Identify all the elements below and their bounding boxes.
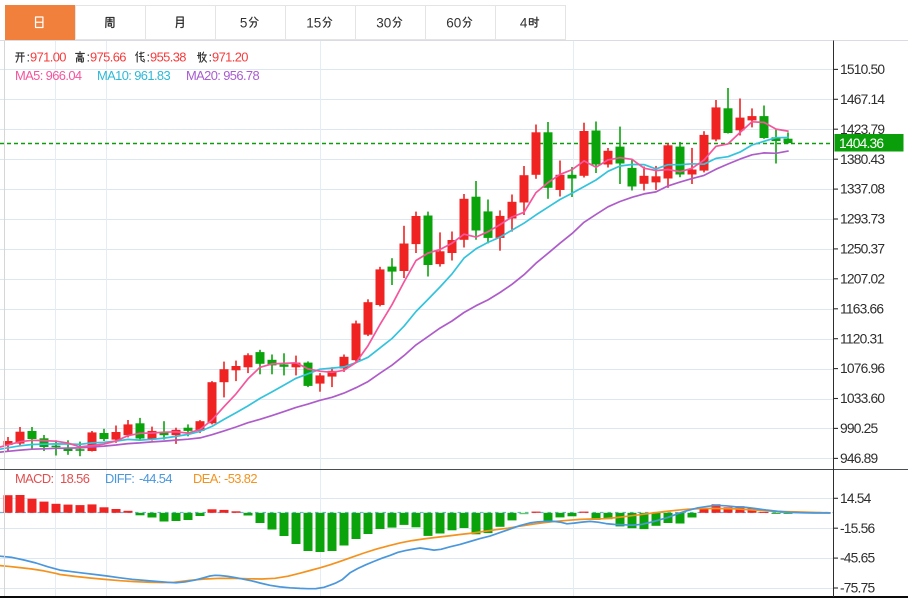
svg-text:MACD:: MACD: <box>15 471 54 486</box>
svg-text:1163.66: 1163.66 <box>840 301 884 316</box>
svg-text:1337.08: 1337.08 <box>840 182 885 197</box>
svg-text:MA10: 961.83: MA10: 961.83 <box>97 68 170 83</box>
svg-text::: : <box>27 50 30 65</box>
svg-text:-75.75: -75.75 <box>840 581 875 596</box>
svg-text:5: 5 <box>240 16 248 31</box>
svg-text:14.54: 14.54 <box>840 491 872 506</box>
svg-text:-44.54: -44.54 <box>139 471 172 486</box>
svg-text::: : <box>147 50 150 65</box>
svg-text::: : <box>209 50 212 65</box>
svg-text:946.89: 946.89 <box>840 451 879 466</box>
svg-text:1293.73: 1293.73 <box>840 212 885 227</box>
svg-text:DIFF:: DIFF: <box>105 471 134 486</box>
svg-text:1423.79: 1423.79 <box>840 122 885 137</box>
svg-text:-15.56: -15.56 <box>840 521 875 536</box>
svg-text:1207.02: 1207.02 <box>840 271 884 286</box>
svg-text:4: 4 <box>520 16 528 31</box>
svg-text:DEA:: DEA: <box>193 471 221 486</box>
svg-text:975.66: 975.66 <box>90 50 126 65</box>
svg-text:1120.31: 1120.31 <box>840 331 883 346</box>
svg-text:MA20: 956.78: MA20: 956.78 <box>186 68 259 83</box>
svg-text:-53.82: -53.82 <box>224 471 257 486</box>
svg-text:60: 60 <box>446 16 461 31</box>
svg-text:1404.36: 1404.36 <box>839 136 884 151</box>
svg-text:1467.14: 1467.14 <box>840 92 885 107</box>
svg-text:15: 15 <box>306 16 321 31</box>
svg-text:1033.60: 1033.60 <box>840 391 885 406</box>
svg-text:18.56: 18.56 <box>60 471 90 486</box>
svg-text:971.00: 971.00 <box>30 50 66 65</box>
svg-text:955.38: 955.38 <box>150 50 186 65</box>
svg-text:MA5: 966.04: MA5: 966.04 <box>15 68 82 83</box>
svg-text:1510.50: 1510.50 <box>840 62 885 77</box>
svg-text:971.20: 971.20 <box>212 50 248 65</box>
svg-text:1250.37: 1250.37 <box>840 242 884 257</box>
svg-text:30: 30 <box>376 16 391 31</box>
svg-text:1076.96: 1076.96 <box>840 361 885 376</box>
svg-text:1380.43: 1380.43 <box>840 152 885 167</box>
svg-text::: : <box>87 50 90 65</box>
svg-text:990.25: 990.25 <box>840 421 879 436</box>
svg-text:-45.65: -45.65 <box>840 551 875 566</box>
